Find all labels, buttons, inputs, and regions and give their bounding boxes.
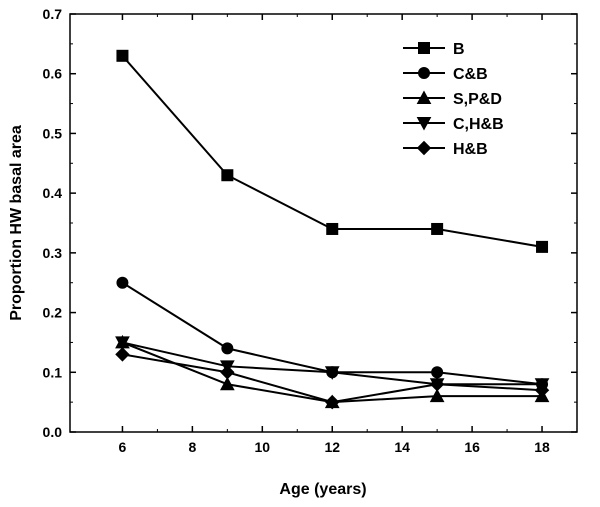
legend-label-c-h-b: C,H&B bbox=[453, 116, 504, 133]
legend-item-s-p-d: S,P&D bbox=[403, 90, 502, 108]
y-tick-label: 0.6 bbox=[43, 66, 63, 82]
legend-item-b: B bbox=[403, 41, 465, 58]
data-point-h-b bbox=[115, 347, 130, 362]
legend-label-c-b: C&B bbox=[453, 66, 488, 83]
y-tick-label: 0.2 bbox=[43, 305, 63, 321]
data-point-h-b bbox=[534, 382, 550, 398]
data-point-s-p-d bbox=[429, 388, 445, 403]
x-tick-label: 12 bbox=[324, 439, 340, 455]
legend-item-h-b: H&B bbox=[403, 140, 488, 158]
data-point-b bbox=[431, 222, 444, 235]
data-point-h-b bbox=[429, 377, 445, 392]
data-point-h-b bbox=[325, 394, 340, 410]
y-axis-title: Proportion HW basal area bbox=[8, 125, 25, 321]
legend-marker-c-h-b bbox=[416, 117, 432, 131]
legend-marker-b bbox=[418, 42, 430, 54]
legend-marker-c-b bbox=[418, 67, 430, 79]
x-tick-label: 6 bbox=[119, 439, 127, 455]
x-tick-label: 18 bbox=[534, 439, 550, 455]
y-tick-label: 0.5 bbox=[43, 125, 63, 141]
data-point-b bbox=[326, 222, 339, 235]
data-point-b bbox=[536, 240, 549, 253]
data-point-b bbox=[221, 169, 234, 182]
x-axis-title: Age (years) bbox=[279, 481, 366, 498]
series-h-b bbox=[115, 347, 550, 410]
data-point-h-b bbox=[220, 365, 235, 380]
y-tick-label: 0.0 bbox=[43, 424, 63, 440]
data-point-c-b bbox=[116, 276, 129, 289]
y-tick-label: 0.4 bbox=[43, 185, 63, 201]
data-point-b bbox=[116, 49, 129, 62]
series-b bbox=[116, 49, 549, 253]
legend-item-c-h-b: C,H&B bbox=[403, 116, 504, 133]
legend-item-c-b: C&B bbox=[403, 66, 488, 83]
x-tick-label: 16 bbox=[464, 439, 480, 455]
x-tick-label: 14 bbox=[394, 439, 410, 455]
data-point-c-h-b bbox=[115, 336, 130, 350]
x-tick-label: 10 bbox=[255, 439, 271, 455]
series-layer bbox=[115, 49, 550, 410]
data-point-c-b bbox=[221, 342, 234, 355]
legend-marker-s-p-d bbox=[416, 90, 432, 104]
y-axis: 0.0 0.1 0.2 0.3 0.4 0.5 0.6 0.7 bbox=[43, 6, 577, 440]
legend-label-h-b: H&B bbox=[453, 141, 488, 158]
legend-label-b: B bbox=[453, 41, 465, 58]
data-point-s-p-d bbox=[220, 376, 235, 391]
data-point-c-h-b bbox=[324, 366, 340, 380]
y-tick-label: 0.7 bbox=[43, 6, 63, 22]
legend: B C&B S,P&D C,H&B H&B bbox=[403, 41, 504, 158]
y-tick-label: 0.3 bbox=[43, 245, 63, 261]
x-tick-label: 8 bbox=[188, 439, 196, 455]
data-point-c-b bbox=[431, 366, 444, 379]
x-axis: 6 8 10 12 14 16 18 bbox=[119, 14, 550, 455]
legend-marker-h-b bbox=[416, 140, 432, 156]
y-tick-label: 0.1 bbox=[43, 364, 63, 380]
legend-label-s-p-d: S,P&D bbox=[453, 91, 502, 108]
